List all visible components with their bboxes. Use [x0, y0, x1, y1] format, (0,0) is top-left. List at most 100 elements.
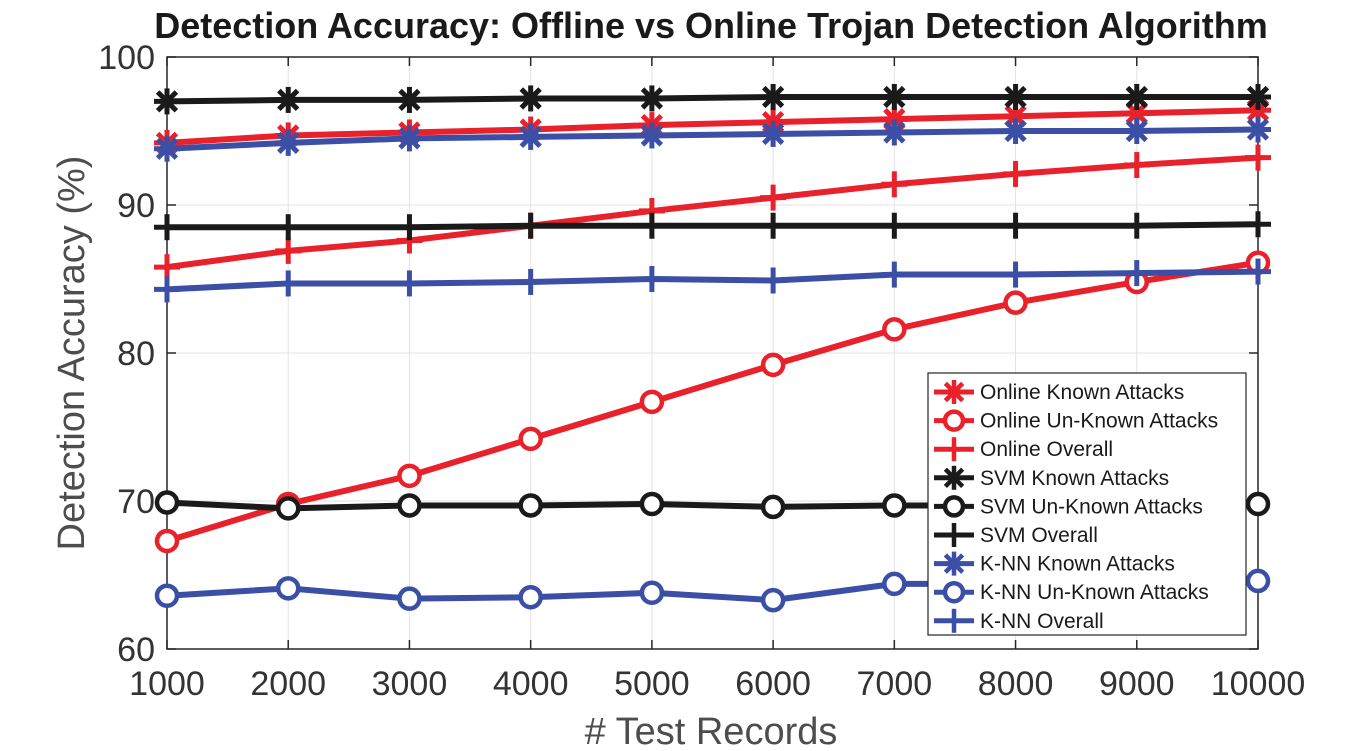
asterisk-arm: [883, 85, 906, 109]
data-point: [275, 129, 302, 156]
asterisk-arm: [640, 87, 664, 110]
asterisk-arm: [155, 137, 179, 160]
data-point: [638, 212, 665, 239]
data-point: [760, 352, 786, 378]
data-point: [760, 120, 787, 147]
data-point: [275, 86, 302, 113]
asterisk-arm: [277, 88, 300, 112]
data-point: [881, 83, 908, 110]
series-line: [166, 93, 1258, 105]
asterisk-arm: [1246, 118, 1270, 141]
asterisk-arm: [1125, 102, 1148, 125]
asterisk-arm: [883, 121, 906, 144]
legend-item: SVM Known Attacks: [934, 465, 1169, 490]
asterisk-arm: [943, 381, 965, 403]
asterisk-arm: [761, 85, 785, 109]
data-point: [638, 266, 665, 292]
data-point: [154, 276, 180, 303]
legend-marker: [942, 551, 966, 576]
data-point: [1123, 83, 1150, 110]
data-point: [1245, 491, 1271, 517]
data-point: [154, 583, 180, 608]
legend-label: Online Un-Known Attacks: [980, 410, 1218, 433]
series-line: [166, 126, 1259, 152]
asterisk-arm: [1125, 119, 1148, 143]
series-k-nn-overall: [154, 258, 1271, 303]
asterisk-arm: [943, 553, 965, 574]
data-point: [1123, 118, 1150, 144]
x-tick-label: 9000: [1099, 665, 1175, 703]
legend-marker: [942, 437, 966, 462]
x-axis-ticks: 1000 2000 3000 4000 5000 6000 7000 8000 9000 1000…: [129, 57, 1305, 703]
legend-item: Online Overall: [934, 437, 1113, 462]
asterisk-arm: [155, 90, 179, 113]
asterisk-arm: [761, 122, 785, 146]
data-point: [397, 463, 422, 489]
data-point: [397, 586, 422, 611]
asterisk-arm: [943, 467, 965, 489]
data-point: [154, 254, 180, 281]
data-point: [1245, 211, 1271, 238]
x-tick-label: 5000: [614, 665, 690, 703]
y-tick-label: 70: [117, 483, 155, 521]
data-point: [517, 268, 544, 295]
x-tick-label: 1000: [129, 665, 205, 703]
asterisk-arm: [398, 88, 421, 112]
data-point: [760, 83, 787, 110]
legend-label: K-NN Known Attacks: [980, 553, 1175, 576]
data-point: [1245, 144, 1271, 171]
series-line: [167, 221, 1259, 231]
data-point: [396, 214, 423, 241]
data-point: [154, 214, 180, 241]
data-point: [154, 490, 180, 515]
legend-item: Online Known Attacks: [934, 380, 1184, 404]
legend-item: SVM Un-Known Attacks: [934, 495, 1203, 518]
series-svm-overall: [154, 211, 1271, 241]
data-point: [1002, 160, 1029, 187]
legend-box: [927, 372, 1247, 636]
data-point: [154, 88, 180, 115]
legend-label: SVM Overall: [980, 524, 1098, 547]
series-svm-known-attacks: [154, 83, 1271, 115]
data-point: [1123, 152, 1150, 179]
series-line: [166, 154, 1259, 271]
data-point: [760, 494, 786, 520]
data-point: [396, 125, 423, 152]
legend-marker: [942, 465, 966, 490]
series-online-overall: [154, 144, 1271, 281]
x-tick-label: 4000: [493, 665, 569, 703]
data-point: [396, 86, 423, 113]
data-point: [1002, 83, 1029, 110]
series-line: [166, 268, 1259, 293]
legend-label: Online Known Attacks: [980, 381, 1184, 404]
asterisk-arm: [398, 127, 421, 150]
x-tick-label: 3000: [372, 665, 448, 703]
asterisk-arm: [1125, 85, 1148, 109]
data-point: [275, 237, 302, 264]
data-point: [397, 493, 422, 518]
asterisk-arm: [519, 125, 542, 149]
data-point: [639, 389, 665, 415]
chart-title: Detection Accuracy: Offline vs Online Tr…: [154, 5, 1268, 46]
data-point: [1002, 261, 1029, 288]
data-point: [1245, 83, 1271, 110]
data-point: [396, 270, 423, 297]
x-tick-label: 6000: [735, 665, 811, 703]
data-point: [1123, 260, 1150, 287]
data-point: [638, 85, 665, 112]
legend-label: SVM Un-Known Attacks: [980, 495, 1203, 518]
data-point: [881, 212, 908, 239]
legend-item: K-NN Un-Known Attacks: [934, 580, 1209, 604]
y-axis-ticks: 60 70 80 90 100: [98, 39, 1258, 669]
x-tick-label: 2000: [250, 665, 326, 703]
data-point: [639, 580, 665, 606]
data-point: [1002, 118, 1029, 144]
data-point: [760, 184, 787, 211]
data-point: [1245, 568, 1271, 594]
data-point: [275, 496, 301, 521]
legend-marker: [942, 495, 966, 518]
data-point: [882, 317, 907, 342]
data-point: [760, 267, 787, 294]
y-tick-label: 80: [117, 335, 155, 373]
asterisk-arm: [1004, 85, 1027, 109]
